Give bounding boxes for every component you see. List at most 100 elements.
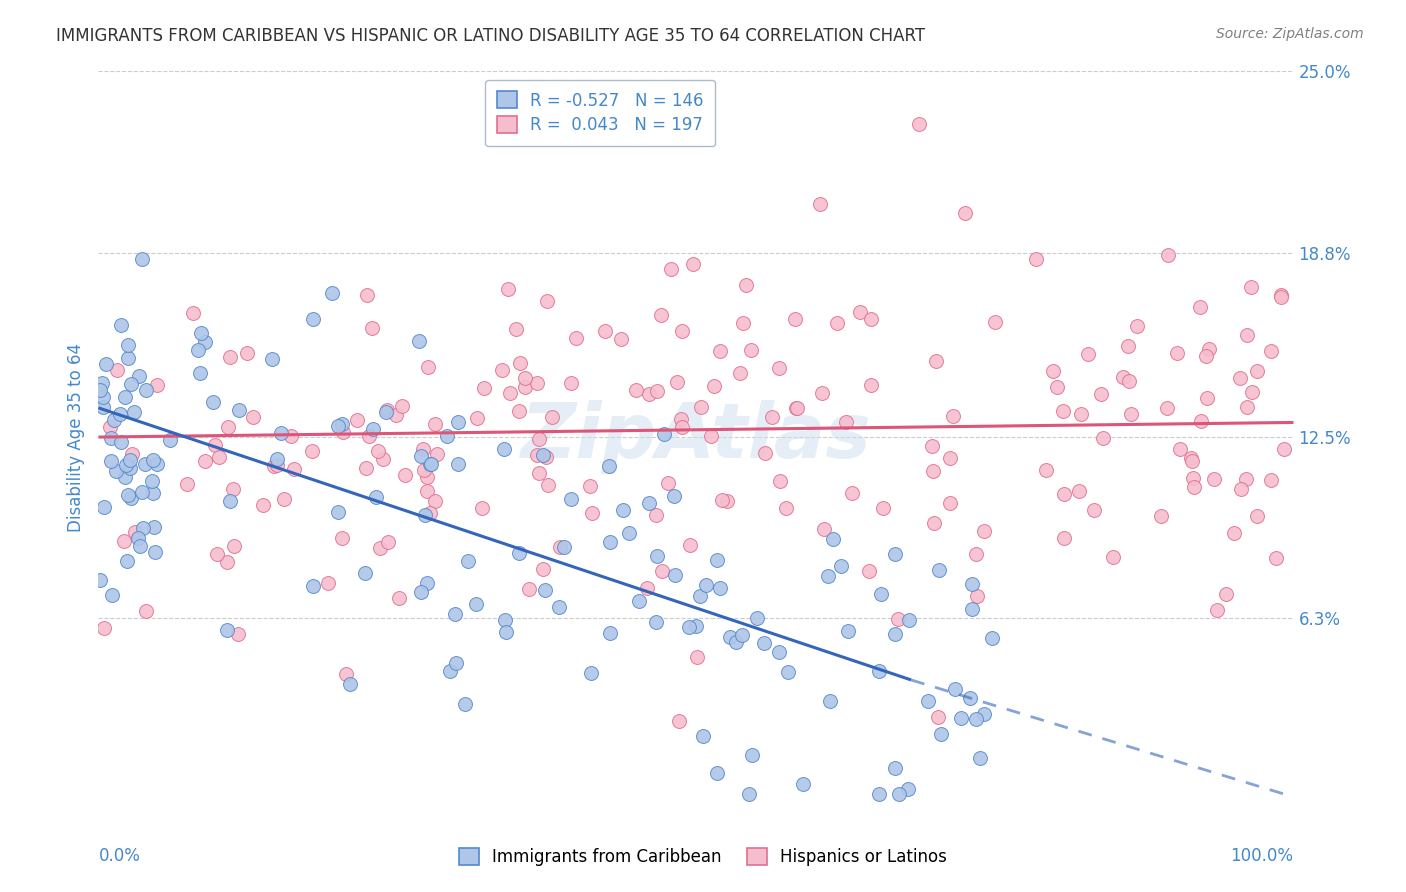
Point [645, 549, 668, 564]
Point [785, 401, 807, 416]
Point [526, 376, 548, 391]
Point [1215, 587, 1237, 601]
Point [1240, 280, 1263, 294]
Point [1091, 431, 1114, 445]
Point [1035, 462, 1057, 476]
Point [884, 626, 907, 640]
Point [1156, 401, 1178, 415]
Point [1168, 442, 1191, 456]
Point [124, 404, 146, 418]
Point [1188, 301, 1211, 315]
Point [117, 337, 139, 351]
Point [980, 631, 1002, 645]
Point [783, 312, 806, 326]
Point [444, 607, 467, 622]
Point [426, 447, 449, 461]
Text: 100.0%: 100.0% [1230, 847, 1294, 864]
Point [142, 453, 165, 467]
Point [668, 714, 690, 728]
Point [1181, 454, 1204, 468]
Point [187, 343, 209, 357]
Point [474, 381, 496, 395]
Point [302, 312, 325, 326]
Point [1101, 550, 1123, 565]
Point [142, 485, 165, 500]
Point [662, 490, 685, 504]
Point [1246, 509, 1268, 524]
Point [682, 257, 704, 271]
Point [1046, 380, 1069, 394]
Point [652, 427, 675, 442]
Point [215, 555, 238, 569]
Point [263, 459, 285, 474]
Point [409, 585, 432, 599]
Point [1025, 252, 1047, 266]
Point [328, 505, 350, 519]
Point [540, 409, 562, 424]
Point [391, 399, 413, 413]
Point [221, 482, 243, 496]
Point [651, 564, 673, 578]
Point [131, 252, 153, 266]
Point [375, 403, 398, 417]
Point [1270, 287, 1292, 301]
Point [679, 538, 702, 552]
Point [377, 535, 399, 549]
Point [610, 333, 633, 347]
Point [728, 367, 751, 381]
Point [412, 442, 434, 457]
Point [560, 491, 582, 506]
Point [706, 765, 728, 780]
Point [188, 367, 211, 381]
Point [711, 493, 734, 508]
Point [725, 635, 748, 649]
Point [768, 360, 790, 375]
Point [897, 613, 920, 627]
Point [423, 494, 446, 508]
Point [792, 777, 814, 791]
Point [818, 694, 841, 708]
Point [731, 316, 754, 330]
Point [509, 355, 531, 369]
Point [464, 597, 486, 611]
Point [1150, 509, 1173, 524]
Point [938, 451, 960, 466]
Point [884, 761, 907, 775]
Point [127, 531, 149, 545]
Point [735, 278, 758, 293]
Point [617, 525, 640, 540]
Point [689, 589, 711, 603]
Point [922, 516, 945, 531]
Point [91, 401, 114, 415]
Point [928, 563, 950, 577]
Point [761, 409, 783, 424]
Point [872, 501, 894, 516]
Point [835, 415, 858, 429]
Point [1229, 370, 1251, 384]
Point [526, 448, 548, 462]
Point [495, 625, 517, 640]
Point [547, 599, 569, 614]
Point [262, 351, 284, 366]
Point [217, 420, 239, 434]
Point [950, 711, 973, 725]
Point [328, 418, 350, 433]
Point [205, 547, 228, 561]
Point [103, 413, 125, 427]
Legend: R = -0.527   N = 146, R =  0.043   N = 197: R = -0.527 N = 146, R = 0.043 N = 197 [485, 79, 716, 146]
Point [1118, 374, 1140, 388]
Point [560, 376, 582, 390]
Point [960, 576, 983, 591]
Point [447, 458, 470, 472]
Point [599, 535, 621, 549]
Point [1090, 387, 1112, 401]
Point [821, 533, 844, 547]
Point [1182, 480, 1205, 494]
Point [131, 484, 153, 499]
Point [1236, 328, 1258, 343]
Point [738, 787, 761, 801]
Point [93, 621, 115, 635]
Point [536, 294, 558, 309]
Point [134, 604, 156, 618]
Point [666, 375, 689, 389]
